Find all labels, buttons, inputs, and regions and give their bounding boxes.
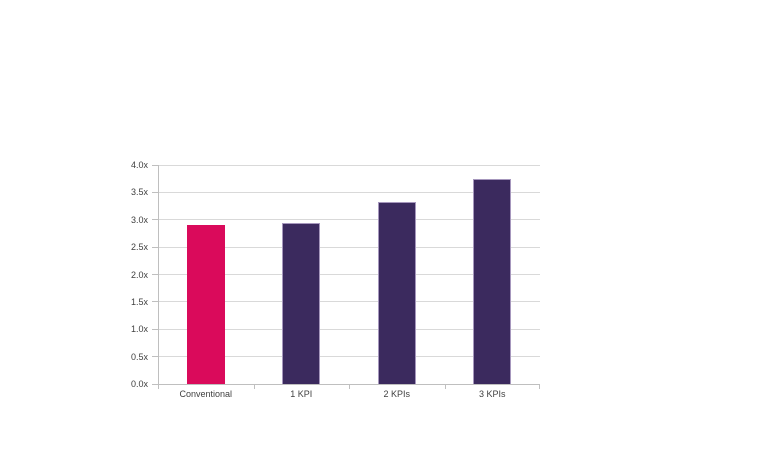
x-axis-tick (253, 385, 255, 389)
y-axis-tick (152, 356, 158, 358)
y-axis-tick-label: 3.0x (130, 214, 148, 225)
x-axis-tick (444, 385, 446, 389)
y-axis-tick-label: 3.5x (130, 187, 148, 198)
plot-area (152, 164, 540, 389)
gridline (159, 191, 540, 193)
x-axis-category-label: 1 KPI (290, 389, 313, 399)
y-axis-tick (152, 164, 158, 166)
y-axis-tick (152, 383, 158, 385)
y-axis-tick (152, 274, 158, 275)
gridline (159, 219, 540, 221)
gridline (159, 164, 540, 166)
y-axis-tick-label: 0.0x (130, 379, 148, 389)
y-axis-tick-label: 1.0x (130, 324, 148, 335)
gridline (159, 246, 540, 248)
y-axis-line (158, 165, 159, 384)
y-axis-tick-label: 4.0x (130, 160, 148, 170)
y-axis-tick (152, 219, 158, 221)
y-axis-tick (152, 301, 158, 303)
bar-3-kpis (473, 178, 512, 384)
gridline (159, 301, 540, 303)
gridline (159, 328, 540, 330)
y-axis-tick-label: 2.5x (130, 242, 148, 253)
bar-1-kpi (282, 222, 321, 384)
x-axis-tick (158, 385, 159, 389)
y-axis-tick-label: 1.5x (130, 296, 148, 307)
x-axis-tick (539, 385, 540, 389)
x-axis-tick (349, 385, 350, 389)
bar-conventional (186, 225, 225, 384)
y-axis-tick (152, 246, 158, 248)
y-axis-tick-label: 2.0x (130, 269, 148, 280)
x-axis-category-label: 3 KPIs (478, 389, 506, 399)
bar-2-kpis (377, 202, 416, 384)
x-axis-line (158, 384, 540, 385)
y-axis-tick (152, 328, 158, 330)
y-axis-tick (152, 191, 158, 193)
x-axis-category-label: Conventional (179, 389, 233, 399)
gridline (159, 356, 540, 358)
x-axis-category-label: 2 KPIs (383, 389, 410, 399)
y-axis-tick-label: 0.5x (130, 351, 148, 362)
gridline (159, 274, 540, 275)
